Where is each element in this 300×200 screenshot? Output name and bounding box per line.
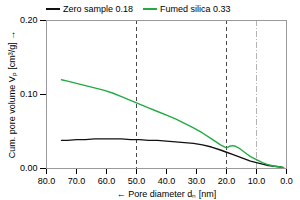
html-text:Zero sample 0.18: Zero sample 0.18 — [63, 3, 133, 14]
svg-text:50.0: 50.0 — [128, 176, 146, 186]
svg-text:70.0: 70.0 — [68, 176, 86, 186]
html-text:Fumed silica 0.33: Fumed silica 0.33 — [160, 3, 231, 14]
svg-text:30.0: 30.0 — [188, 176, 206, 186]
svg-text:80.0: 80.0 — [38, 176, 56, 186]
svg-text:0.20: 0.20 — [20, 15, 38, 25]
svg-text:40.0: 40.0 — [158, 176, 176, 186]
svg-text:0.10: 0.10 — [20, 89, 38, 99]
svg-text:0.00: 0.00 — [20, 163, 38, 173]
svg-text:60.0: 60.0 — [98, 176, 116, 186]
svg-text:Cum. pore volume Vₚ [cm³/g] →: Cum. pore volume Vₚ [cm³/g] → — [7, 31, 18, 159]
svg-text:0.0: 0.0 — [280, 176, 293, 186]
svg-text:20.0: 20.0 — [218, 176, 236, 186]
svg-text:10.0: 10.0 — [248, 176, 266, 186]
svg-text:← Pore diameter dₙ [nm]: ← Pore diameter dₙ [nm] — [117, 189, 217, 199]
